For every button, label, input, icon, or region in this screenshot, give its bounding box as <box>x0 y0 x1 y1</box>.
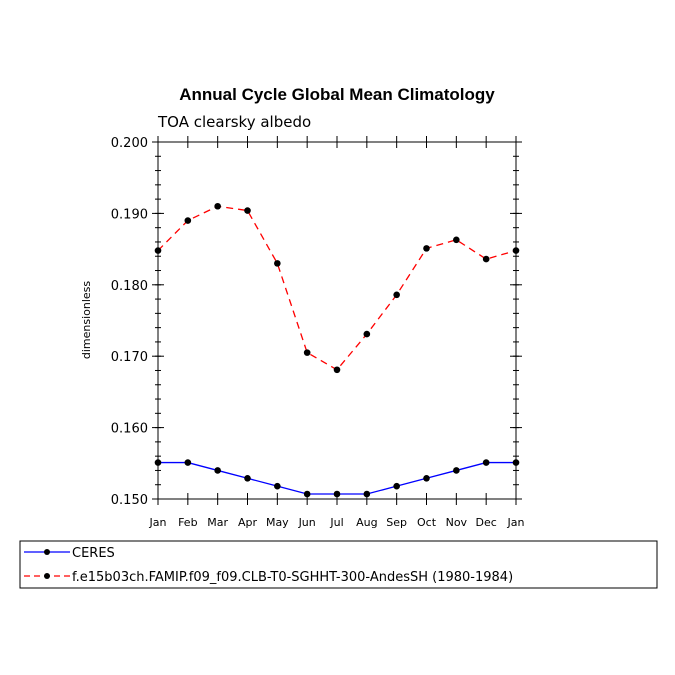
chart-subtitle: TOA clearsky albedo <box>157 113 311 131</box>
series-1-point <box>154 247 162 254</box>
x-tick-label: Jul <box>329 516 343 529</box>
x-tick-label: Dec <box>476 516 497 529</box>
legend: CERES f.e15b03ch.FAMIP.f09_f09.CLB-T0-SG… <box>19 540 658 589</box>
chart-title: Annual Cycle Global Mean Climatology <box>179 85 495 104</box>
series-0-point <box>393 482 400 490</box>
series-0-point <box>214 467 221 474</box>
series-0-point <box>363 490 371 498</box>
series-0-point <box>423 474 430 482</box>
series-1-point <box>184 217 192 224</box>
x-tick-label: Oct <box>417 516 437 529</box>
series-1-point <box>512 247 520 254</box>
series-1-point <box>274 260 281 267</box>
series-0-point <box>244 474 251 482</box>
series-0-point <box>274 482 281 490</box>
y-tick-labels: 0.150 0.160 0.170 0.180 0.190 0.200 <box>111 136 148 508</box>
x-tick-label: Apr <box>238 516 258 529</box>
x-tick-label: Aug <box>356 516 377 529</box>
y-tick-label: 0.200 <box>111 136 148 151</box>
y-axis-label: dimensionless <box>80 281 93 360</box>
x-tick-label: Feb <box>178 516 197 529</box>
series-0-point <box>482 459 490 466</box>
x-tick-label: Jun <box>298 516 316 529</box>
legend-marker-ceres <box>44 549 50 555</box>
y-tick-label: 0.180 <box>111 279 148 294</box>
y-tick-label: 0.190 <box>111 207 148 222</box>
series-1-point <box>363 330 371 338</box>
series-0-point <box>184 459 192 466</box>
axis-ticks <box>152 136 522 505</box>
series-layer <box>154 202 520 498</box>
y-tick-label: 0.160 <box>111 422 148 437</box>
legend-marker-model <box>44 573 50 579</box>
series-1-point <box>482 255 490 263</box>
series-0-point <box>303 490 311 498</box>
series-line-0 <box>158 461 516 495</box>
series-line-1 <box>157 205 517 371</box>
x-tick-label: Jan <box>149 516 167 529</box>
series-1-point <box>244 207 251 214</box>
series-1-point <box>333 366 341 374</box>
series-0-point <box>333 490 341 498</box>
x-tick-label: Sep <box>386 516 407 529</box>
x-tick-label: May <box>266 516 289 529</box>
series-1-point <box>453 236 460 244</box>
legend-box <box>19 540 658 589</box>
series-0-point <box>512 459 520 466</box>
y-tick-label: 0.150 <box>111 493 148 508</box>
legend-label-model: f.e15b03ch.FAMIP.f09_f09.CLB-T0-SGHHT-30… <box>72 570 513 585</box>
series-1-point <box>214 202 221 210</box>
x-tick-label: Jan <box>507 516 525 529</box>
series-1-point <box>393 291 400 299</box>
x-tick-labels: Jan Feb Mar Apr May Jun Jul Aug Sep Oct Nov Dec Jan <box>149 516 525 529</box>
plot-frame <box>157 141 517 500</box>
series-0-point <box>453 467 460 474</box>
series-1-point <box>423 245 430 252</box>
x-tick-label: Nov <box>446 516 468 529</box>
series-1-point <box>303 349 311 356</box>
legend-label-ceres: CERES <box>72 546 115 561</box>
series-0-point <box>154 459 162 466</box>
y-tick-label: 0.170 <box>111 350 148 365</box>
x-tick-label: Mar <box>207 516 228 529</box>
